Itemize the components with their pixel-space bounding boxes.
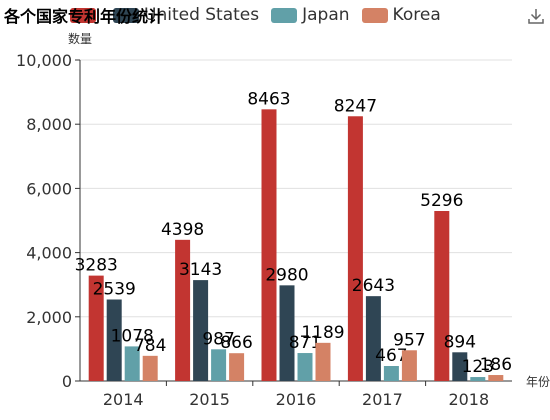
y-tick-label: 0	[62, 372, 72, 391]
data-label: 8463	[247, 89, 290, 109]
data-label: 8247	[334, 96, 377, 116]
bar[interactable]	[279, 285, 295, 381]
data-label: 2539	[93, 279, 136, 299]
data-label: 3143	[179, 260, 222, 280]
x-tick-label: 2017	[362, 390, 403, 409]
bar[interactable]	[124, 346, 140, 381]
bar[interactable]	[297, 353, 313, 381]
y-tick-label: 8,000	[26, 115, 72, 134]
bar[interactable]	[175, 239, 191, 381]
data-label: 784	[134, 336, 166, 356]
chart-title: 各个国家专利年份统计	[4, 7, 165, 26]
data-label: 123	[462, 357, 494, 377]
bar[interactable]	[193, 280, 209, 381]
y-axis-label: 数量	[68, 31, 92, 46]
bar[interactable]	[488, 375, 504, 381]
data-label: 987	[202, 329, 234, 349]
data-label: 5296	[420, 191, 463, 211]
legend-label-japan: Japan	[302, 5, 350, 25]
legend-swatch-series-1	[70, 7, 96, 23]
legend-swatch-united-states	[113, 7, 139, 23]
legend-item-series-1[interactable]	[70, 7, 101, 23]
y-tick-label: 10,000	[16, 51, 72, 70]
bar[interactable]	[347, 116, 363, 381]
data-label: 2980	[265, 265, 308, 285]
data-label: 4398	[161, 220, 204, 240]
legend-swatch-japan	[271, 7, 298, 23]
data-label: 467	[375, 346, 407, 366]
bar[interactable]	[229, 353, 245, 381]
bar[interactable]	[383, 366, 399, 381]
bar[interactable]	[261, 109, 277, 381]
bar[interactable]	[365, 296, 381, 381]
y-tick-label: 4,000	[26, 244, 72, 263]
data-label: 1189	[301, 323, 344, 343]
data-label: 1078	[111, 326, 154, 346]
data-label: 2643	[352, 276, 395, 296]
x-tick-label: 2018	[448, 390, 489, 409]
data-label: 866	[220, 333, 252, 353]
legend: United States Japan Korea	[70, 4, 453, 26]
bar[interactable]	[211, 349, 227, 381]
bar[interactable]	[142, 355, 158, 381]
x-tick-label: 2016	[276, 390, 317, 409]
bar[interactable]	[434, 210, 450, 381]
download-icon-glyph	[528, 9, 544, 24]
legend-label-united-states: United States	[144, 5, 260, 25]
download-icon[interactable]	[526, 6, 546, 26]
bar[interactable]	[401, 350, 417, 381]
data-label: 957	[393, 330, 425, 350]
data-label: 3283	[75, 256, 118, 276]
data-label: 894	[444, 332, 476, 352]
bar[interactable]	[88, 275, 104, 381]
legend-item-united-states[interactable]: United States	[113, 5, 259, 25]
data-label: 871	[289, 333, 321, 353]
y-tick-label: 2,000	[26, 308, 72, 327]
x-tick-label: 2015	[189, 390, 230, 409]
data-label: 186	[480, 355, 512, 375]
bar[interactable]	[106, 299, 122, 381]
x-axis-label: 年份	[526, 375, 550, 389]
legend-item-japan[interactable]: Japan	[271, 5, 350, 25]
bar[interactable]	[470, 377, 486, 381]
bar[interactable]	[315, 342, 331, 381]
legend-swatch-korea	[361, 7, 388, 23]
y-tick-label: 6,000	[26, 179, 72, 198]
bar[interactable]	[452, 352, 468, 381]
legend-item-korea[interactable]: Korea	[361, 5, 441, 25]
legend-label-korea: Korea	[392, 5, 441, 25]
x-tick-label: 2014	[103, 390, 144, 409]
